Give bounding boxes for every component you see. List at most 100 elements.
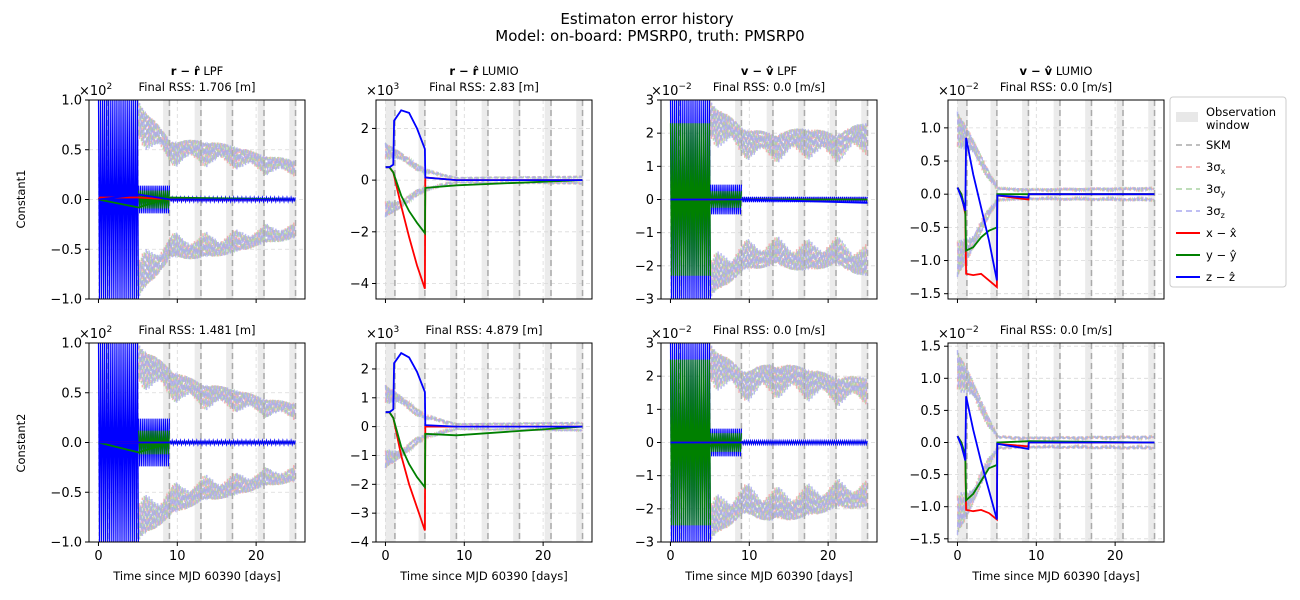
x-axis-label: Time since MJD 60390 [days] [971,569,1140,583]
y-tick-label: −3 [350,507,369,522]
sigma-band-sz-upper [384,385,583,427]
plot-area [661,343,877,542]
observation-window [450,100,458,299]
y-tick-label: 1 [646,160,654,175]
legend-swatch [1176,112,1198,122]
y-tick-label: 0.0 [61,193,82,208]
subplot-final-rss: Final RSS: 0.0 [m/s] [713,80,825,94]
series-ez [670,198,868,204]
sigma-band-sz-lower [709,478,868,540]
observation-window [513,343,521,542]
y-tick-label: 1.0 [920,121,941,136]
oscillation-ey [138,430,170,455]
axis-multiplier: ×10−2 [651,325,692,342]
subplot-r0-c2: −3 −2 −1 0 1 2 3×10−2 v − v̂ LPF Final RSS: 0.0 … [635,64,878,308]
subplot-final-rss: Final RSS: 1.706 [m] [138,80,255,94]
y-tick-label: 3 [646,94,654,109]
sigma-band-sz-upper [137,345,296,419]
observation-window [576,343,584,542]
y-tick-label: 0 [646,436,654,451]
y-tick-label: −1.0 [50,536,82,551]
plot-area [89,100,305,299]
x-axis-label: Time since MJD 60390 [days] [684,569,853,583]
subplot-final-rss: Final RSS: 1.481 [m] [138,323,255,337]
x-tick-label: 10 [741,549,758,564]
y-tick-label: 0.0 [61,436,82,451]
y-tick-label: −1 [635,226,654,241]
plot-area [948,100,1164,299]
subplot-r1-c1: 0 10 20 −4 −3 −2 −1 0 1 2 ×103 Final RSS: 4.879 [m]… [350,323,593,583]
figure-title: Estimaton error history [560,10,733,28]
axis-multiplier: ×103 [366,82,399,99]
observation-window [513,100,521,299]
axis-multiplier: ×10−2 [651,82,692,99]
sigma-band-sz-lower [384,180,583,218]
y-tick-label: −1 [350,449,369,464]
legend-label: x − x̂ [1206,226,1237,240]
subplot-r1-c0: 0 10 20 −1.0 −0.5 0.0 0.5 1.0×102 Final RSS: 1.4… [50,323,306,583]
y-tick-label: 0.5 [920,404,941,419]
plot-area [89,343,305,542]
oscillation-ez [138,418,170,467]
y-tick-label: −1.5 [909,287,941,302]
legend-label: Observation [1206,105,1276,119]
y-tick-label: −4 [350,277,369,292]
legend-entry-skm: SKM [1176,138,1231,152]
series-ez [956,396,1155,520]
y-tick-label: −1.0 [50,293,82,308]
y-tick-label: 0.5 [61,386,82,401]
subplot-final-rss: Final RSS: 0.0 [m/s] [713,323,825,337]
subplot-final-rss: Final RSS: 2.83 [m] [429,80,539,94]
subplot-title: v − v̂ LUMIO [1020,64,1093,78]
observation-window [418,100,426,299]
y-tick-label: 1 [646,403,654,418]
sigma-band-sz-lower [956,195,1155,277]
legend-entry-ex: x − x̂ [1176,226,1237,240]
axis-multiplier: ×102 [79,325,112,342]
oscillation-ey [710,433,742,452]
y-tick-label: 1.0 [920,372,941,387]
y-tick-label: 2 [646,127,654,142]
legend-entry-sz: 3σz [1176,204,1225,220]
subplot-r0-c0: −1.0 −0.5 0.0 0.5 1.0×102 r − r̂ LPF Final RSS… [50,64,306,308]
x-tick-label: 20 [248,549,265,564]
subplot-final-rss: Final RSS: 0.0 [m/s] [1000,80,1112,94]
y-tick-label: −1 [635,469,654,484]
legend-entry-ez: z − ẑ [1176,270,1235,284]
oscillation-ez [710,428,742,457]
y-tick-label: 0.0 [920,436,941,451]
y-tick-label: −4 [350,536,369,551]
series-ez [956,137,1155,281]
plot-area [376,343,592,542]
x-tick-label: 0 [94,549,102,564]
observation-window [576,100,584,299]
observation-window [385,343,396,542]
y-tick-label: −0.5 [909,221,941,236]
plot-area [661,100,877,299]
x-tick-label: 10 [456,549,473,564]
legend-label: z − ẑ [1206,270,1235,284]
y-tick-label: 0 [646,193,654,208]
figure-subtitle: Model: on-board: PMSRP0, truth: PMSRP0 [495,27,804,45]
observation-window [544,343,552,542]
subplot-title: r − r̂ LUMIO [449,64,518,78]
x-tick-label: 10 [1028,549,1045,564]
subplot-r0-c1: −4 −2 0 2 ×103 r − r̂ LUMIO Final RSS: 2.83 [m… [350,64,593,303]
axis-multiplier: ×10−2 [938,325,979,342]
x-tick-label: 20 [535,549,552,564]
y-tick-label: −1.5 [909,532,941,547]
y-tick-label: −0.5 [50,243,82,258]
sigma-band-sz-lower [137,223,296,297]
oscillation-ey [710,191,742,208]
x-tick-label: 20 [1107,549,1124,564]
y-tick-label: 1.0 [61,94,82,109]
y-tick-label: −0.5 [50,486,82,501]
legend-label: 3σz [1206,204,1225,220]
x-axis-label: Time since MJD 60390 [days] [399,569,568,583]
y-tick-label: 2 [361,362,369,377]
y-tick-label: −1.0 [909,254,941,269]
series-ey [98,196,296,209]
